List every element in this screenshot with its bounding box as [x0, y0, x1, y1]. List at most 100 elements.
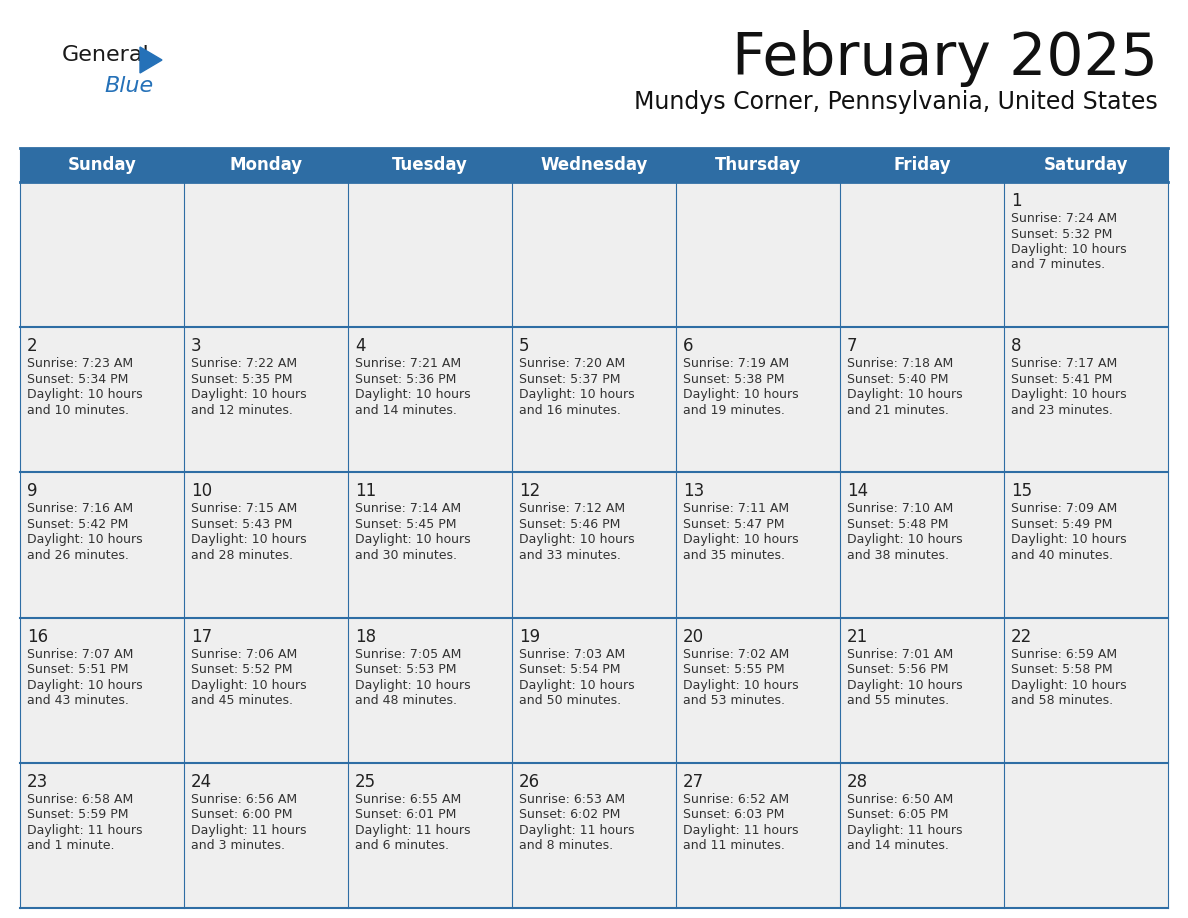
Text: Saturday: Saturday	[1044, 156, 1129, 174]
Bar	[348, 182, 512, 327]
Text: and 11 minutes.: and 11 minutes.	[683, 839, 785, 852]
Text: Daylight: 11 hours: Daylight: 11 hours	[355, 823, 470, 837]
Text: 13: 13	[683, 482, 704, 500]
Text: Tuesday: Tuesday	[392, 156, 468, 174]
Text: Daylight: 10 hours: Daylight: 10 hours	[1011, 388, 1126, 401]
Text: Daylight: 10 hours: Daylight: 10 hours	[683, 388, 798, 401]
Text: and 58 minutes.: and 58 minutes.	[1011, 694, 1113, 707]
Bar	[840, 763, 1004, 908]
Text: Sunset: 5:46 PM: Sunset: 5:46 PM	[519, 518, 620, 531]
Text: and 1 minute.: and 1 minute.	[27, 839, 114, 852]
Text: Daylight: 10 hours: Daylight: 10 hours	[355, 388, 470, 401]
Text: Daylight: 11 hours: Daylight: 11 hours	[519, 823, 634, 837]
Text: Sunrise: 7:24 AM: Sunrise: 7:24 AM	[1011, 212, 1117, 225]
Text: Sunset: 6:00 PM: Sunset: 6:00 PM	[191, 809, 292, 822]
Text: Daylight: 10 hours: Daylight: 10 hours	[847, 533, 962, 546]
Bar	[1004, 182, 1168, 327]
Text: Sunset: 6:03 PM: Sunset: 6:03 PM	[683, 809, 784, 822]
Bar	[676, 182, 840, 327]
Text: Daylight: 10 hours: Daylight: 10 hours	[191, 388, 307, 401]
Text: Daylight: 11 hours: Daylight: 11 hours	[27, 823, 143, 837]
Text: Sunset: 5:54 PM: Sunset: 5:54 PM	[519, 663, 620, 676]
Text: Sunset: 5:52 PM: Sunset: 5:52 PM	[191, 663, 292, 676]
Bar	[348, 473, 512, 618]
Text: and 40 minutes.: and 40 minutes.	[1011, 549, 1113, 562]
Text: 28: 28	[847, 773, 868, 790]
Text: Daylight: 10 hours: Daylight: 10 hours	[27, 388, 143, 401]
Text: Sunset: 5:48 PM: Sunset: 5:48 PM	[847, 518, 948, 531]
Text: Sunset: 5:59 PM: Sunset: 5:59 PM	[27, 809, 128, 822]
Text: Sunset: 6:05 PM: Sunset: 6:05 PM	[847, 809, 948, 822]
Text: Wednesday: Wednesday	[541, 156, 647, 174]
Text: Monday: Monday	[229, 156, 303, 174]
Text: Sunday: Sunday	[68, 156, 137, 174]
Text: Sunrise: 7:21 AM: Sunrise: 7:21 AM	[355, 357, 461, 370]
Bar	[840, 182, 1004, 327]
Bar	[1004, 148, 1168, 182]
Text: 2: 2	[27, 337, 38, 355]
Text: and 38 minutes.: and 38 minutes.	[847, 549, 949, 562]
Bar	[1004, 618, 1168, 763]
Bar	[1004, 473, 1168, 618]
Text: Sunrise: 7:16 AM: Sunrise: 7:16 AM	[27, 502, 133, 515]
Text: Sunset: 5:37 PM: Sunset: 5:37 PM	[519, 373, 620, 386]
Polygon shape	[140, 47, 162, 73]
Bar	[676, 618, 840, 763]
Text: Daylight: 10 hours: Daylight: 10 hours	[1011, 678, 1126, 691]
Text: Sunset: 5:36 PM: Sunset: 5:36 PM	[355, 373, 456, 386]
Text: Sunrise: 7:10 AM: Sunrise: 7:10 AM	[847, 502, 953, 515]
Text: 10: 10	[191, 482, 213, 500]
Text: Daylight: 10 hours: Daylight: 10 hours	[191, 533, 307, 546]
Text: 3: 3	[191, 337, 202, 355]
Text: and 16 minutes.: and 16 minutes.	[519, 404, 621, 417]
Text: Daylight: 10 hours: Daylight: 10 hours	[1011, 243, 1126, 256]
Text: Sunset: 5:34 PM: Sunset: 5:34 PM	[27, 373, 128, 386]
Text: Friday: Friday	[893, 156, 950, 174]
Text: Daylight: 10 hours: Daylight: 10 hours	[519, 678, 634, 691]
Text: Sunset: 5:55 PM: Sunset: 5:55 PM	[683, 663, 784, 676]
Text: Daylight: 10 hours: Daylight: 10 hours	[355, 678, 470, 691]
Text: Sunset: 5:40 PM: Sunset: 5:40 PM	[847, 373, 948, 386]
Text: Sunrise: 7:05 AM: Sunrise: 7:05 AM	[355, 647, 461, 661]
Text: 7: 7	[847, 337, 858, 355]
Text: Sunset: 5:32 PM: Sunset: 5:32 PM	[1011, 228, 1112, 241]
Text: and 55 minutes.: and 55 minutes.	[847, 694, 949, 707]
Text: Daylight: 10 hours: Daylight: 10 hours	[27, 678, 143, 691]
Text: 15: 15	[1011, 482, 1032, 500]
Text: 27: 27	[683, 773, 704, 790]
Bar	[348, 327, 512, 473]
Text: 14: 14	[847, 482, 868, 500]
Bar	[184, 763, 348, 908]
Text: 26: 26	[519, 773, 541, 790]
Text: Sunrise: 7:06 AM: Sunrise: 7:06 AM	[191, 647, 297, 661]
Text: Sunrise: 6:52 AM: Sunrise: 6:52 AM	[683, 793, 789, 806]
Text: Daylight: 10 hours: Daylight: 10 hours	[27, 533, 143, 546]
Text: Daylight: 11 hours: Daylight: 11 hours	[683, 823, 798, 837]
Bar	[676, 148, 840, 182]
Text: Sunrise: 7:11 AM: Sunrise: 7:11 AM	[683, 502, 789, 515]
Text: Sunrise: 6:50 AM: Sunrise: 6:50 AM	[847, 793, 953, 806]
Text: Daylight: 10 hours: Daylight: 10 hours	[683, 678, 798, 691]
Bar	[512, 618, 676, 763]
Text: Sunset: 5:41 PM: Sunset: 5:41 PM	[1011, 373, 1112, 386]
Text: Sunrise: 7:22 AM: Sunrise: 7:22 AM	[191, 357, 297, 370]
Text: and 8 minutes.: and 8 minutes.	[519, 839, 613, 852]
Bar	[840, 473, 1004, 618]
Text: and 26 minutes.: and 26 minutes.	[27, 549, 128, 562]
Text: and 30 minutes.: and 30 minutes.	[355, 549, 457, 562]
Text: Sunset: 5:43 PM: Sunset: 5:43 PM	[191, 518, 292, 531]
Text: 18: 18	[355, 628, 377, 645]
Text: Sunset: 5:47 PM: Sunset: 5:47 PM	[683, 518, 784, 531]
Bar	[676, 327, 840, 473]
Text: and 23 minutes.: and 23 minutes.	[1011, 404, 1113, 417]
Text: and 7 minutes.: and 7 minutes.	[1011, 259, 1105, 272]
Text: February 2025: February 2025	[732, 30, 1158, 87]
Bar	[840, 148, 1004, 182]
Text: Daylight: 11 hours: Daylight: 11 hours	[847, 823, 962, 837]
Text: Sunrise: 7:02 AM: Sunrise: 7:02 AM	[683, 647, 789, 661]
Text: 4: 4	[355, 337, 366, 355]
Text: Mundys Corner, Pennsylvania, United States: Mundys Corner, Pennsylvania, United Stat…	[634, 90, 1158, 114]
Text: Daylight: 10 hours: Daylight: 10 hours	[191, 678, 307, 691]
Text: 9: 9	[27, 482, 38, 500]
Text: and 21 minutes.: and 21 minutes.	[847, 404, 949, 417]
